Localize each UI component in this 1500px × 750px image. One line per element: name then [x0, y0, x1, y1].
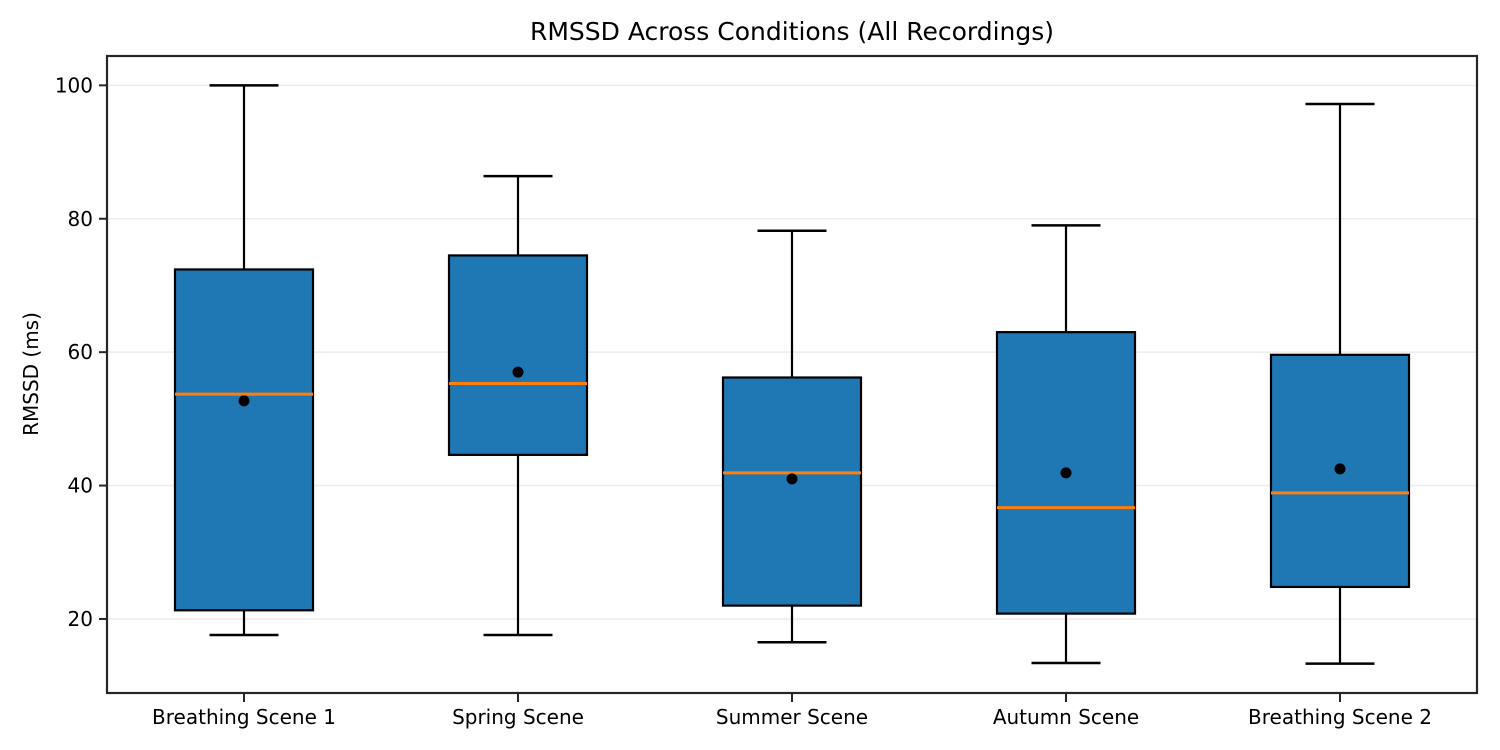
x-tick-label-summer-scene: Summer Scene [716, 705, 868, 729]
axes: 20 40 60 80 100 Breathing Scene 1 Spring Scene… [55, 54, 1479, 729]
y-tick-label-80: 80 [68, 207, 93, 231]
x-tick-label-autumn-scene: Autumn Scene [993, 705, 1139, 729]
y-tick-label-60: 60 [68, 340, 93, 364]
y-tick-label-100: 100 [55, 73, 93, 97]
chart-title: RMSSD Across Conditions (All Recordings) [530, 17, 1054, 46]
x-tick-label-breathing-scene-2: Breathing Scene 2 [1248, 705, 1432, 729]
mean-marker-summer-scene [786, 473, 798, 485]
mean-marker-breathing-scene-1 [238, 395, 250, 407]
mean-marker-autumn-scene [1060, 467, 1072, 479]
boxes [173, 84, 1411, 665]
box-summer-scene [721, 376, 863, 607]
x-tick-label-spring-scene: Spring Scene [452, 705, 584, 729]
y-tick-label-40: 40 [68, 474, 93, 498]
box-spring-scene [447, 254, 589, 456]
x-tick-label-breathing-scene-1: Breathing Scene 1 [152, 705, 336, 729]
mean-marker-spring-scene [512, 366, 524, 378]
box-breathing-scene-1 [173, 268, 315, 612]
y-axis-label: RMSSD (ms) [19, 312, 43, 436]
y-tick-label-20: 20 [68, 607, 93, 631]
mean-marker-breathing-scene-2 [1334, 463, 1346, 475]
